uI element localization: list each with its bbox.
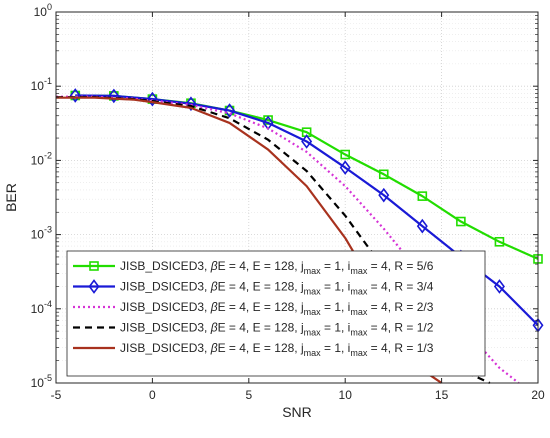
x-tick-label: 0 xyxy=(149,388,156,402)
data-point xyxy=(301,134,313,149)
legend-label: JISB_DSICED3, βE = 4, E = 128, jmax = 1,… xyxy=(120,300,434,317)
data-point xyxy=(146,91,158,107)
data-point xyxy=(417,191,428,201)
x-axis-label: SNR xyxy=(282,404,312,420)
x-tick-label: 10 xyxy=(339,388,353,402)
data-point xyxy=(108,88,120,104)
axis-ticks: -5 0 5 10 15 20 100 10-1 10-2 10-3 10-4 10-5 xyxy=(31,2,545,402)
y-axis-label: BER xyxy=(3,183,19,212)
data-point xyxy=(416,218,428,234)
y-tick-label: 10-3 xyxy=(31,225,52,242)
data-point xyxy=(69,88,81,103)
y-tick-label: 100 xyxy=(34,2,52,19)
data-point xyxy=(378,169,389,180)
plot-frame xyxy=(55,11,539,384)
legend-label: JISB_DSICED3, βE = 4, E = 128, jmax = 1,… xyxy=(120,280,434,297)
series-1 xyxy=(70,90,543,264)
y-tick-label: 10-2 xyxy=(31,150,52,167)
x-tick-label: 15 xyxy=(435,388,449,402)
y-tick-label: 10-1 xyxy=(31,76,52,93)
data-point xyxy=(378,187,390,203)
data-point xyxy=(340,149,351,160)
data-point xyxy=(456,216,466,227)
data-point xyxy=(224,103,236,118)
y-tick-label: 10-5 xyxy=(31,373,52,390)
legend-label: JISB_DSICED3, βE = 4, E = 128, jmax = 1,… xyxy=(120,321,434,338)
legend-marker xyxy=(88,279,100,294)
legend-label: JISB_DSICED3, βE = 4, E = 128, jmax = 1,… xyxy=(120,259,434,276)
x-tick-label: -5 xyxy=(51,388,62,402)
x-tick-label: 20 xyxy=(531,388,545,402)
legend-label: JISB_DSICED3, βE = 4, E = 128, jmax = 1,… xyxy=(120,341,434,358)
data-point xyxy=(494,236,505,247)
data-point xyxy=(339,160,351,175)
data-point xyxy=(185,96,197,112)
data-point xyxy=(493,279,505,294)
legend-marker xyxy=(89,261,99,271)
legend: JISB_DSICED3, βE = 4, E = 128, jmax = 1,… xyxy=(66,250,486,377)
legend-box xyxy=(66,250,486,377)
y-tick-label: 10-4 xyxy=(31,299,52,316)
x-tick-label: 5 xyxy=(245,388,252,402)
series-line xyxy=(75,94,539,260)
